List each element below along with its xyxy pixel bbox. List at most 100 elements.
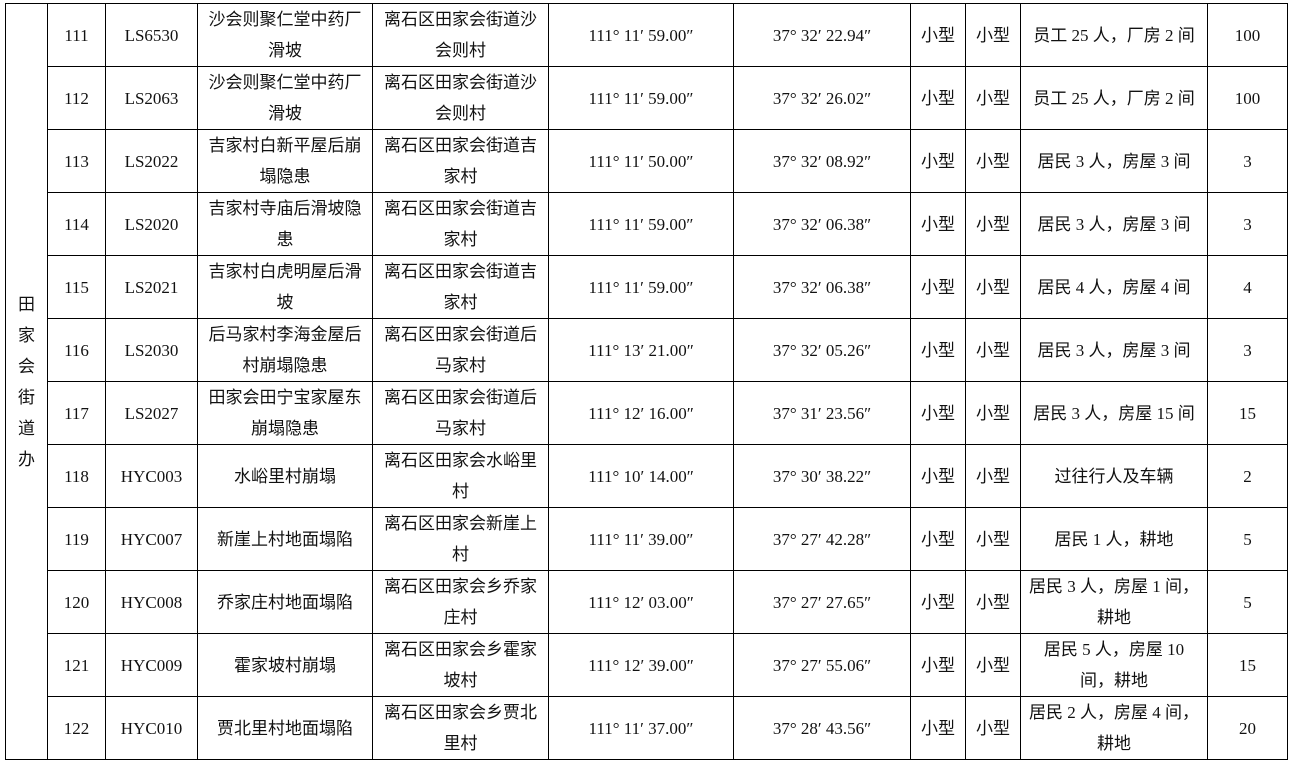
- table-row: 120 HYC008 乔家庄村地面塌陷 离石区田家会乡乔家庄村 111° 12′ 03.…: [6, 570, 1288, 634]
- table-row: 113 LS2022 吉家村白新平屋后崩塌隐患 离石区田家会街道吉家村 111° 11′…: [6, 129, 1288, 193]
- cell-lon: 111° 12′ 39.00″: [548, 633, 734, 697]
- cell-count: 3: [1207, 129, 1288, 193]
- cell-no: 119: [47, 507, 106, 571]
- cell-name: 后马家村李海金屋后村崩塌隐患: [197, 318, 373, 382]
- cell-lat: 37° 31′ 23.56″: [733, 381, 911, 445]
- cell-no: 115: [47, 255, 106, 319]
- cell-lat: 37° 30′ 38.22″: [733, 444, 911, 508]
- cell-no: 114: [47, 192, 106, 256]
- cell-location: 离石区田家会街道沙会则村: [372, 3, 549, 67]
- cell-threat: 居民 3 人，房屋 1 间，耕地: [1020, 570, 1208, 634]
- cell-count: 100: [1207, 66, 1288, 130]
- cell-level: 小型: [965, 129, 1021, 193]
- cell-count: 2: [1207, 444, 1288, 508]
- cell-lon: 111° 11′ 59.00″: [548, 255, 734, 319]
- table-row: 121 HYC009 霍家坡村崩塌 离石区田家会乡霍家坡村 111° 12′ 39.00…: [6, 633, 1288, 697]
- cell-lon: 111° 12′ 16.00″: [548, 381, 734, 445]
- cell-lat: 37° 32′ 06.38″: [733, 192, 911, 256]
- cell-count: 15: [1207, 633, 1288, 697]
- cell-scale: 小型: [910, 444, 966, 508]
- cell-count: 5: [1207, 507, 1288, 571]
- cell-name: 吉家村白新平屋后崩塌隐患: [197, 129, 373, 193]
- cell-threat: 居民 1 人，耕地: [1020, 507, 1208, 571]
- cell-location: 离石区田家会街道吉家村: [372, 192, 549, 256]
- cell-lon: 111° 12′ 03.00″: [548, 570, 734, 634]
- cell-no: 120: [47, 570, 106, 634]
- cell-location: 离石区田家会街道后马家村: [372, 381, 549, 445]
- cell-lon: 111° 11′ 59.00″: [548, 192, 734, 256]
- cell-threat: 居民 3 人，房屋 3 间: [1020, 129, 1208, 193]
- cell-no: 112: [47, 66, 106, 130]
- cell-threat: 员工 25 人，厂房 2 间: [1020, 66, 1208, 130]
- cell-scale: 小型: [910, 129, 966, 193]
- cell-level: 小型: [965, 318, 1021, 382]
- cell-location: 离石区田家会新崖上村: [372, 507, 549, 571]
- cell-location: 离石区田家会乡霍家坡村: [372, 633, 549, 697]
- cell-scale: 小型: [910, 192, 966, 256]
- cell-threat: 居民 3 人，房屋 15 间: [1020, 381, 1208, 445]
- cell-level: 小型: [965, 66, 1021, 130]
- cell-lon: 111° 11′ 59.00″: [548, 3, 734, 67]
- cell-lon: 111° 11′ 39.00″: [548, 507, 734, 571]
- table-row: 119 HYC007 新崖上村地面塌陷 离石区田家会新崖上村 111° 11′ 39.0…: [6, 507, 1288, 571]
- cell-threat: 员工 25 人，厂房 2 间: [1020, 3, 1208, 67]
- cell-lon: 111° 11′ 37.00″: [548, 696, 734, 760]
- cell-lat: 37° 32′ 22.94″: [733, 3, 911, 67]
- cell-scale: 小型: [910, 381, 966, 445]
- cell-code: HYC007: [105, 507, 198, 571]
- cell-level: 小型: [965, 192, 1021, 256]
- cell-location: 离石区田家会乡贾北里村: [372, 696, 549, 760]
- cell-name: 新崖上村地面塌陷: [197, 507, 373, 571]
- cell-name: 水峪里村崩塌: [197, 444, 373, 508]
- cell-lat: 37° 28′ 43.56″: [733, 696, 911, 760]
- table-row: 116 LS2030 后马家村李海金屋后村崩塌隐患 离石区田家会街道后马家村 111° …: [6, 318, 1288, 382]
- cell-location: 离石区田家会水峪里村: [372, 444, 549, 508]
- cell-name: 贾北里村地面塌陷: [197, 696, 373, 760]
- cell-count: 4: [1207, 255, 1288, 319]
- cell-level: 小型: [965, 633, 1021, 697]
- cell-threat: 居民 3 人，房屋 3 间: [1020, 318, 1208, 382]
- cell-lon: 111° 11′ 59.00″: [548, 66, 734, 130]
- cell-count: 15: [1207, 381, 1288, 445]
- cell-no: 111: [47, 3, 106, 67]
- cell-code: LS2022: [105, 129, 198, 193]
- cell-scale: 小型: [910, 3, 966, 67]
- cell-level: 小型: [965, 3, 1021, 67]
- cell-code: LS2027: [105, 381, 198, 445]
- cell-name: 吉家村寺庙后滑坡隐患: [197, 192, 373, 256]
- table-row: 114 LS2020 吉家村寺庙后滑坡隐患 离石区田家会街道吉家村 111° 11′ 5…: [6, 192, 1288, 256]
- cell-lat: 37° 32′ 06.38″: [733, 255, 911, 319]
- cell-level: 小型: [965, 381, 1021, 445]
- cell-count: 5: [1207, 570, 1288, 634]
- cell-code: HYC009: [105, 633, 198, 697]
- cell-name: 霍家坡村崩塌: [197, 633, 373, 697]
- cell-name: 田家会田宁宝家屋东崩塌隐患: [197, 381, 373, 445]
- cell-count: 3: [1207, 192, 1288, 256]
- cell-count: 100: [1207, 3, 1288, 67]
- table-row: 115 LS2021 吉家村白虎明屋后滑坡 离石区田家会街道吉家村 111° 11′ 5…: [6, 255, 1288, 319]
- cell-scale: 小型: [910, 570, 966, 634]
- district-cell: 田家会街道办: [5, 3, 48, 760]
- cell-name: 乔家庄村地面塌陷: [197, 570, 373, 634]
- cell-name: 沙会则聚仁堂中药厂滑坡: [197, 66, 373, 130]
- cell-threat: 居民 2 人，房屋 4 间，耕地: [1020, 696, 1208, 760]
- cell-count: 3: [1207, 318, 1288, 382]
- cell-code: HYC010: [105, 696, 198, 760]
- cell-count: 20: [1207, 696, 1288, 760]
- cell-scale: 小型: [910, 66, 966, 130]
- cell-no: 122: [47, 696, 106, 760]
- cell-lat: 37° 27′ 42.28″: [733, 507, 911, 571]
- cell-location: 离石区田家会乡乔家庄村: [372, 570, 549, 634]
- cell-code: LS2063: [105, 66, 198, 130]
- cell-code: LS6530: [105, 3, 198, 67]
- cell-lat: 37° 27′ 55.06″: [733, 633, 911, 697]
- hazard-table: 田家会街道办 111 LS6530 沙会则聚仁堂中药厂滑坡 离石区田家会街道沙会则村 11…: [5, 3, 1288, 760]
- cell-lat: 37° 32′ 05.26″: [733, 318, 911, 382]
- table-row: 122 HYC010 贾北里村地面塌陷 离石区田家会乡贾北里村 111° 11′ 37.…: [6, 696, 1288, 760]
- cell-no: 117: [47, 381, 106, 445]
- cell-threat: 居民 5 人，房屋 10 间，耕地: [1020, 633, 1208, 697]
- cell-level: 小型: [965, 255, 1021, 319]
- cell-scale: 小型: [910, 255, 966, 319]
- cell-scale: 小型: [910, 318, 966, 382]
- cell-lon: 111° 10′ 14.00″: [548, 444, 734, 508]
